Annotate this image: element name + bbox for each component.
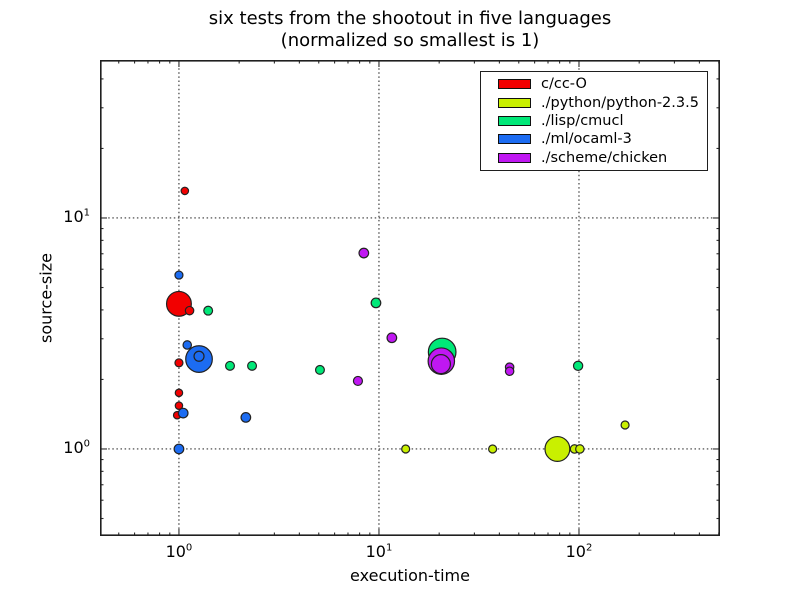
plot-area	[100, 60, 720, 536]
scatter-point	[575, 444, 585, 454]
legend-swatch-ml	[498, 134, 531, 145]
legend-swatch-scheme	[498, 152, 531, 163]
legend-item-ml: ./ml/ocaml-3	[498, 130, 703, 148]
scatter-point	[203, 305, 214, 316]
chart-title-line2: (normalized so smallest is 1)	[280, 30, 540, 51]
scatter-point	[352, 375, 364, 387]
legend-label-ml: ./ml/ocaml-3	[541, 131, 632, 148]
legend-label-lisp: ./lisp/cmucl	[541, 112, 624, 129]
scatter-point	[370, 297, 382, 309]
scatter-point	[544, 435, 571, 462]
x-axis-label: execution-time	[350, 566, 470, 585]
scatter-point	[401, 444, 411, 454]
legend-label-python: ./python/python-2.3.5	[541, 94, 699, 111]
legend-swatch-python	[498, 97, 531, 108]
legend-label-c: c/cc-O	[541, 76, 587, 93]
legend-label-scheme: ./scheme/chicken	[541, 149, 668, 166]
legend-item-lisp: ./lisp/cmucl	[498, 112, 703, 130]
scatter-point	[193, 350, 205, 362]
scatter-point	[620, 420, 630, 430]
legend-item-scheme: ./scheme/chicken	[498, 149, 703, 167]
scatter-point	[174, 388, 184, 398]
x-tick-label: 102	[565, 542, 593, 561]
x-tick-label: 100	[165, 542, 193, 561]
y-tick-label: 100	[63, 437, 90, 457]
scatter-point	[240, 411, 252, 423]
scatter-point	[174, 358, 184, 368]
y-axis-label: source-size	[36, 253, 56, 343]
scatter-point	[247, 360, 258, 371]
plot-frame	[100, 60, 720, 536]
chart-title-line1: six tests from the shootout in five lang…	[208, 8, 612, 29]
scatter-point	[386, 332, 398, 344]
scatter-point	[174, 401, 184, 410]
scatter-point	[358, 247, 370, 259]
scatter-point	[184, 305, 195, 316]
scatter-point	[504, 366, 515, 377]
scatter-point	[572, 360, 584, 372]
scatter-point	[430, 354, 451, 375]
scatter-point	[174, 270, 184, 280]
scatter-point	[225, 360, 236, 371]
scatter-point	[488, 444, 498, 454]
x-tick-label: 101	[365, 542, 393, 561]
chart-title: six tests from the shootout in five lang…	[209, 8, 611, 52]
legend-swatch-c	[498, 79, 531, 90]
legend: c/cc-O ./python/python-2.3.5 ./lisp/cmuc…	[480, 71, 708, 171]
legend-item-python: ./python/python-2.3.5	[498, 94, 703, 112]
legend-swatch-lisp	[498, 115, 531, 126]
legend-item-c: c/cc-O	[498, 75, 703, 93]
scatter-point	[182, 340, 193, 350]
scatter-point	[177, 407, 189, 419]
y-tick-label: 101	[63, 206, 90, 226]
scatter-point	[180, 186, 190, 196]
scatter-point	[314, 364, 325, 375]
scatter-point	[173, 443, 185, 455]
